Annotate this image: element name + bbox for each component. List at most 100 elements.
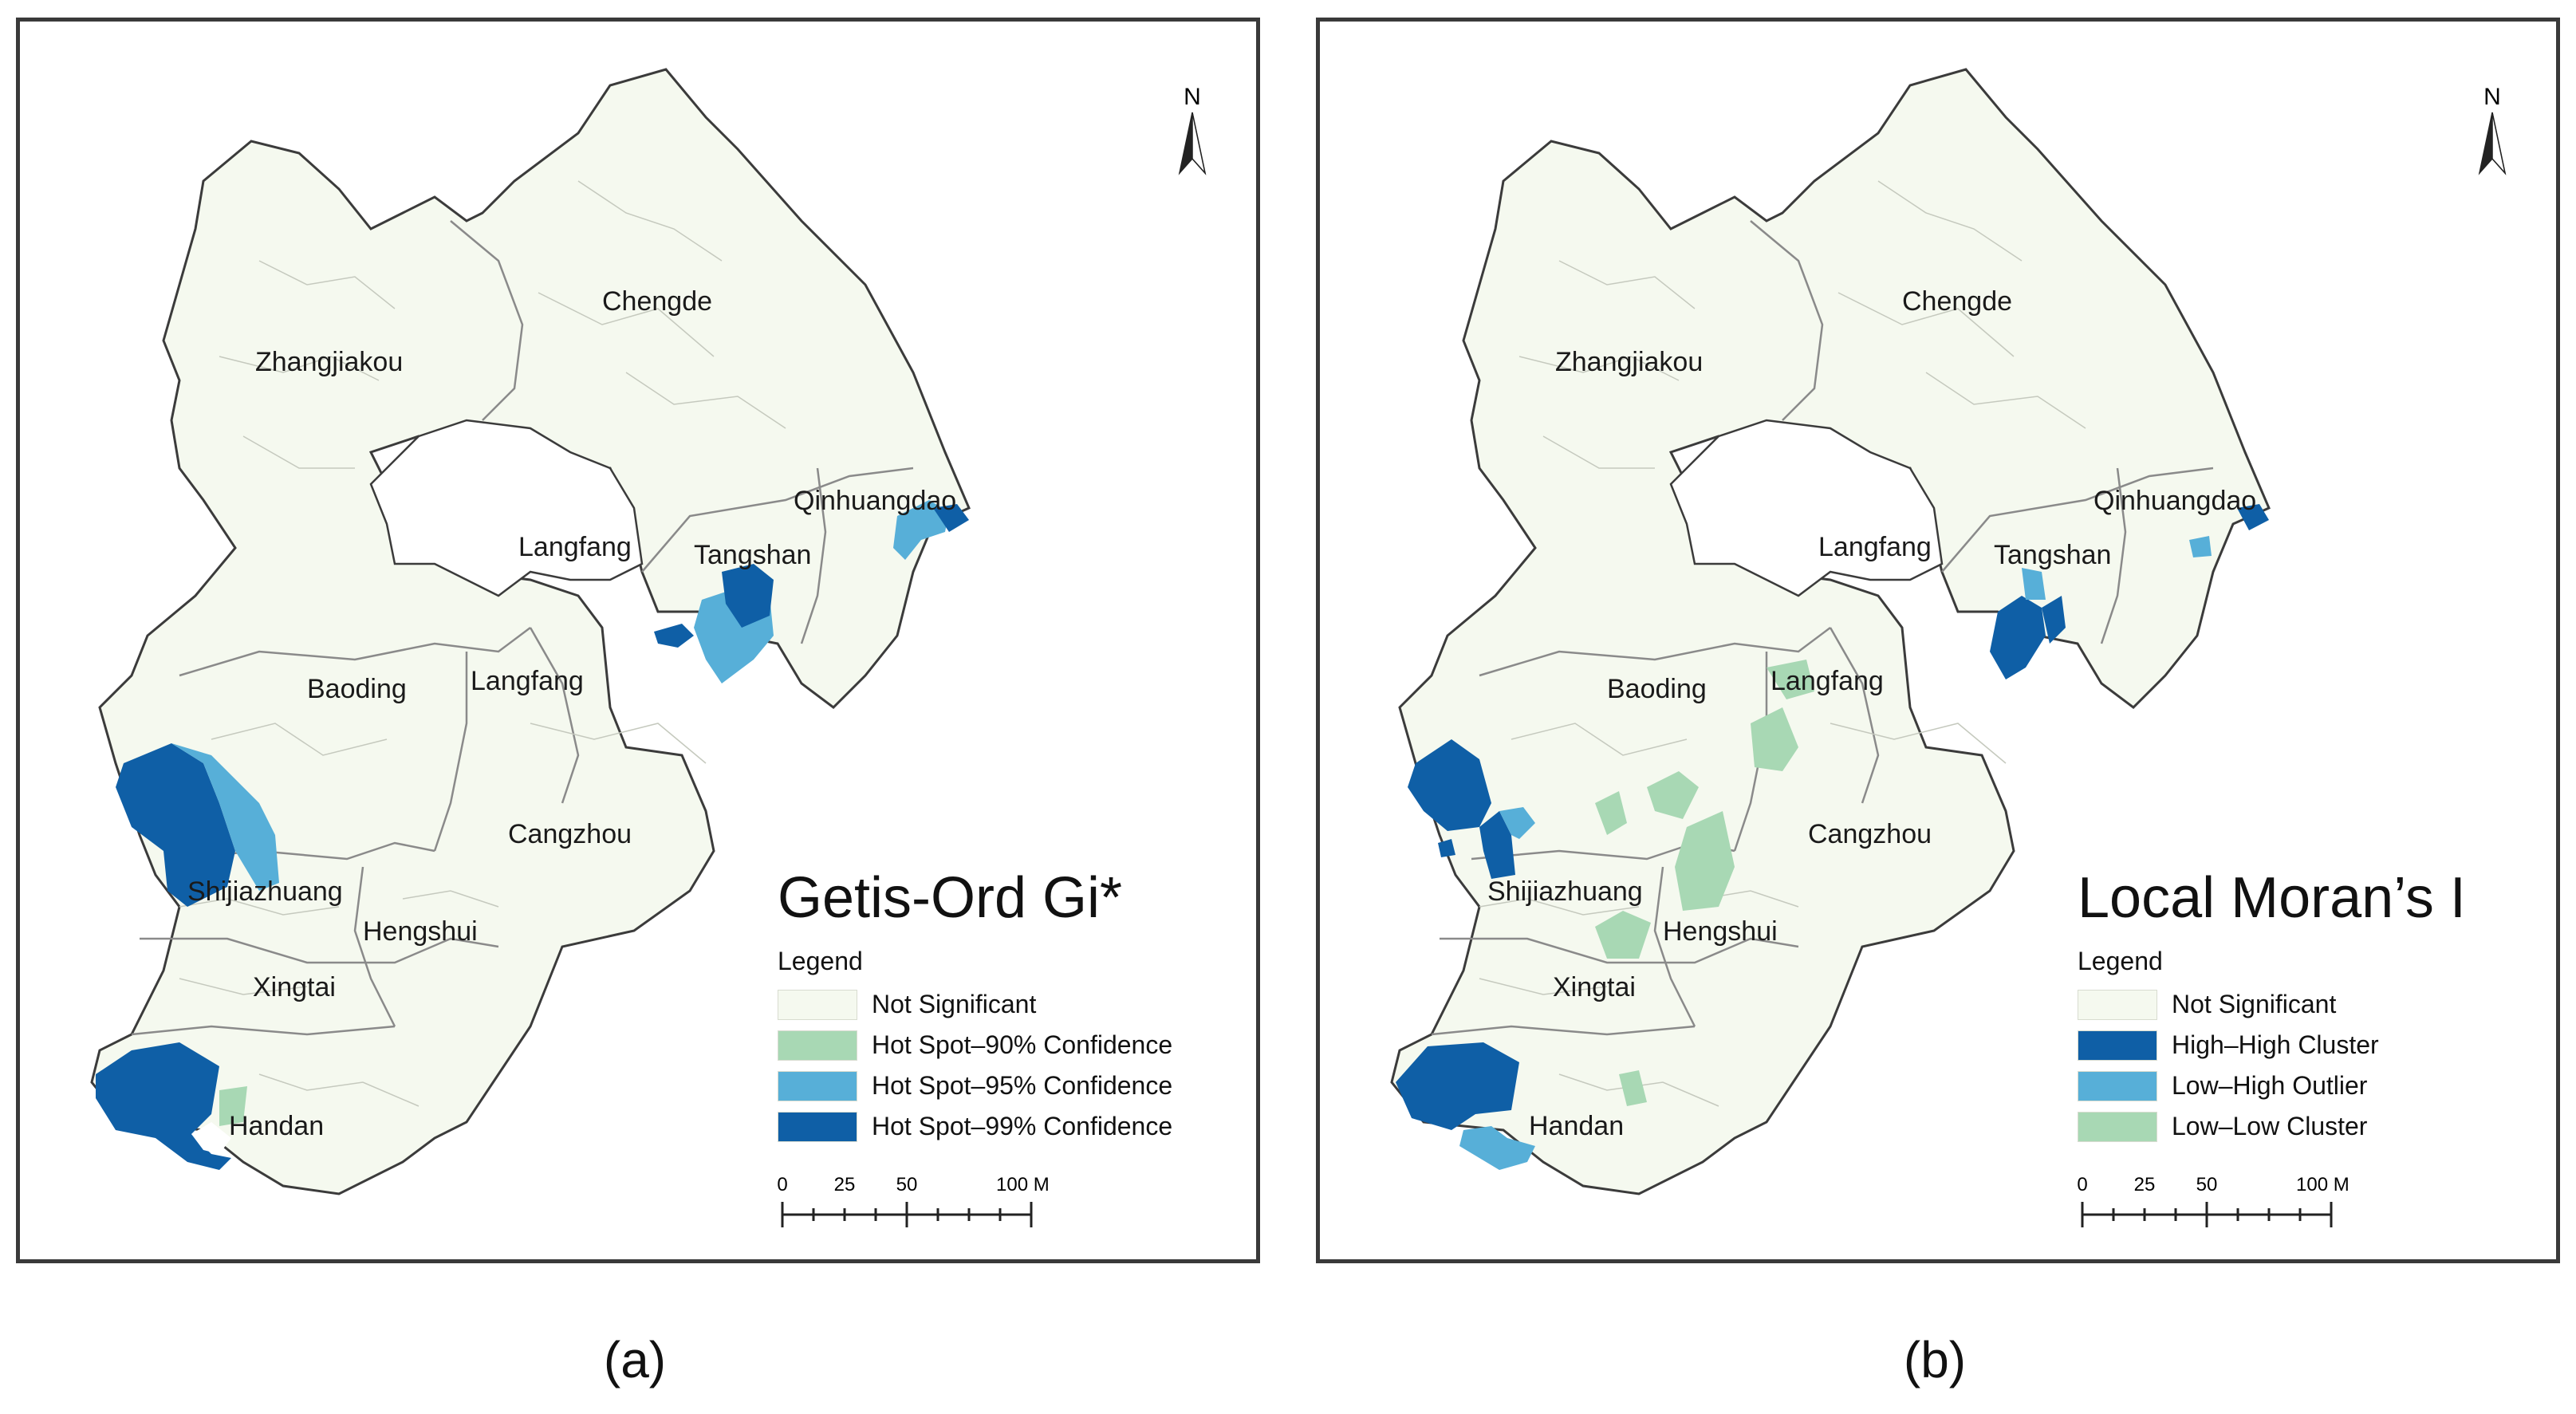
legend-item: Hot Spot–90% Confidence [778,1025,1256,1065]
city-label: Handan [229,1111,324,1141]
low-low-cangzhou [1675,811,1735,911]
city-labels: Chengde Zhangjiakou Qinhuangdao Langfang… [1487,286,2256,1141]
panel-caption: (a) [603,1331,667,1388]
map-title: Getis-Ord Gi* [778,866,1123,930]
legend-swatch [2078,989,2157,1020]
panel-caption: (b) [1903,1331,1967,1388]
county-lines [1479,180,2086,1107]
scale-tick-label: 50 [2196,1174,2218,1195]
low-low-hengshui [1595,911,1651,959]
legend-item: High–High Cluster [2078,1025,2556,1065]
north-label: N [2483,84,2501,110]
prefecture-borders [1431,220,2214,1036]
scale-tick-label: 25 [834,1174,856,1195]
high-high-shijiazhuang [1408,739,1491,831]
legend-item: Low–High Outlier [2078,1065,2556,1106]
hebei-map-b: Chengde Zhangjiakou Qinhuangdao Langfang… [1390,68,2271,1195]
hotspot-99-tangshan [722,564,774,628]
scale-tick-label: 0 [778,1174,788,1195]
map-panel-local-morans-i: Chengde Zhangjiakou Qinhuangdao Langfang… [1316,18,2560,1263]
legend-swatch [2078,1070,2157,1101]
low-high-shijiazhuang [1499,807,1535,839]
high-high-qinhuangdao [2237,504,2269,530]
beijing-gap [369,419,644,597]
legend-item: Not Significant [2078,984,2556,1025]
legend-item: Not Significant [778,984,1256,1025]
legend-label: Low–High Outlier [2172,1071,2368,1100]
high-high-tangshan [1990,596,2046,679]
map-title: Local Moran’s I [2078,866,2466,930]
province-shape [90,68,971,1195]
low-high-tangshan [2022,568,2046,600]
low-low-baoding-2 [1595,791,1627,835]
scale-tick-label: 25 [2134,1174,2156,1195]
low-low-baoding [1647,771,1699,819]
city-label: Chengde [602,286,712,317]
legend-label: Hot Spot–99% Confidence [872,1112,1173,1140]
city-label: Zhangjiakou [255,347,403,377]
legend: Legend Not Significant High–High Cluster… [2078,947,2556,1147]
legend-swatch [778,1070,857,1101]
scale-tick-label: 100 Miles [2296,1174,2349,1195]
cluster-regions [1396,504,2269,1170]
city-label: Langfang [1771,666,1884,696]
city-label: Qinhuangdao [794,486,956,516]
province-shape [1390,68,2271,1195]
legend: Legend Not Significant Hot Spot–90% Conf… [778,947,1256,1147]
city-label: Shijiazhuang [1487,876,1643,907]
city-label: Handan [1529,1111,1624,1141]
city-label: Qinhuangdao [2093,486,2256,516]
scale-bar: 0 25 50 100 Miles [2077,1170,2378,1234]
city-label: Baoding [307,674,407,704]
map-panel-getis-ord: Chengde Zhangjiakou Qinhuangdao Langfang… [16,18,1260,1263]
hotspot-95-shijiazhuang [171,743,279,891]
legend-label: Hot Spot–90% Confidence [872,1030,1173,1059]
hotspot-regions [96,500,969,1170]
high-high-handan [1396,1042,1519,1130]
low-high-qinhuangdao [2189,536,2212,557]
north-arrow: N [2468,79,2516,183]
low-low-handan-east [1619,1070,1647,1106]
legend-swatch [2078,1030,2157,1061]
north-arrow: N [1168,79,1216,183]
legend-item: Low–Low Cluster [2078,1106,2556,1147]
legend-swatch [778,1111,857,1142]
high-high-tangshan-2 [2042,596,2066,644]
scale-tick-label: 50 [896,1174,918,1195]
hotspot-99-tangshan-islet [654,624,694,648]
city-label: Hengshui [363,916,478,947]
city-label: Chengde [1902,286,2012,317]
city-label: Hengshui [1663,916,1778,947]
low-high-handan [1459,1126,1535,1170]
city-label: Zhangjiakou [1555,347,1703,377]
legend-label: Not Significant [872,990,1037,1018]
city-label: Baoding [1607,674,1707,704]
legend-header: Legend [778,947,863,975]
legend-item: Hot Spot–99% Confidence [778,1106,1256,1147]
county-lines [179,180,786,1107]
scale-tick-label: 100 Miles [996,1174,1049,1195]
city-label: Langfang [1818,532,1932,562]
legend-swatch [2078,1111,2157,1142]
legend-header: Legend [2078,947,2163,975]
legend-swatch [778,1030,857,1061]
city-label: Cangzhou [508,819,632,849]
hebei-map-a: Chengde Zhangjiakou Qinhuangdao Langfang… [90,68,971,1195]
hotspot-99-handan [96,1042,231,1170]
hotspot-90-handan [219,1086,247,1126]
legend-label: Low–Low Cluster [2172,1112,2368,1140]
city-label: Xingtai [253,972,336,1002]
city-label: Cangzhou [1808,819,1932,849]
hotspot-99-shijiazhuang [116,743,235,907]
legend-swatch [778,989,857,1020]
city-label: Langfang [518,532,632,562]
city-labels: Chengde Zhangjiakou Qinhuangdao Langfang… [187,286,956,1141]
hotspot-95-qinhuangdao [893,500,949,560]
low-low-langfang-north [1767,660,1814,699]
high-high-shijiazhuang-2 [1479,811,1515,879]
beijing-gap [1669,419,1944,597]
scale-bar: 0 25 50 100 Miles [777,1170,1078,1234]
city-label: Xingtai [1553,972,1636,1002]
city-label: Tangshan [694,540,811,570]
scale-tick-label: 0 [2078,1174,2088,1195]
